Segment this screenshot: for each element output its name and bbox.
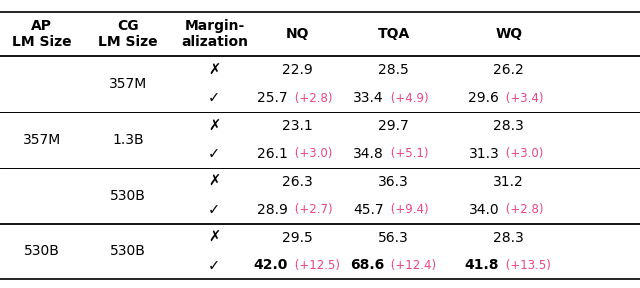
Text: (+5.1): (+5.1) [387,147,428,160]
Text: NQ: NQ [286,27,309,41]
Text: ✗: ✗ [208,230,221,245]
Text: 28.9: 28.9 [257,203,288,217]
Text: 28.3: 28.3 [493,119,524,133]
Text: 28.3: 28.3 [493,230,524,245]
Text: 41.8: 41.8 [465,258,499,272]
Text: 45.7: 45.7 [353,203,384,217]
Text: (+12.4): (+12.4) [387,259,436,272]
Text: AP
LM Size: AP LM Size [12,19,72,49]
Text: (+12.5): (+12.5) [291,259,340,272]
Text: 530B: 530B [110,189,146,203]
Text: 29.7: 29.7 [378,119,409,133]
Text: ✗: ✗ [208,174,221,189]
Text: 28.5: 28.5 [378,63,409,77]
Text: ✗: ✗ [208,62,221,77]
Text: ✓: ✓ [208,146,221,161]
Text: 36.3: 36.3 [378,175,409,189]
Text: (+13.5): (+13.5) [502,259,550,272]
Text: (+2.8): (+2.8) [502,203,543,216]
Text: 33.4: 33.4 [353,91,384,105]
Text: 23.1: 23.1 [282,119,313,133]
Text: 26.3: 26.3 [282,175,313,189]
Text: (+3.4): (+3.4) [502,92,543,105]
Text: 34.0: 34.0 [468,203,499,217]
Text: 31.3: 31.3 [468,147,499,161]
Text: Margin-
alization: Margin- alization [181,19,248,49]
Text: (+2.7): (+2.7) [291,203,332,216]
Text: 530B: 530B [24,245,60,258]
Text: ✓: ✓ [208,90,221,105]
Text: TQA: TQA [378,27,410,41]
Text: 1.3B: 1.3B [112,133,144,147]
Text: 22.9: 22.9 [282,63,313,77]
Text: 68.6: 68.6 [349,258,384,272]
Text: 26.1: 26.1 [257,147,288,161]
Text: 357M: 357M [22,133,61,147]
Text: WQ: WQ [495,27,522,41]
Text: 31.2: 31.2 [493,175,524,189]
Text: ✓: ✓ [208,202,221,217]
Text: 42.0: 42.0 [253,258,288,272]
Text: 530B: 530B [110,245,146,258]
Text: 25.7: 25.7 [257,91,288,105]
Text: (+3.0): (+3.0) [291,147,332,160]
Text: 29.6: 29.6 [468,91,499,105]
Text: ✓: ✓ [208,258,221,273]
Text: (+4.9): (+4.9) [387,92,428,105]
Text: 29.5: 29.5 [282,230,313,245]
Text: CG
LM Size: CG LM Size [98,19,158,49]
Text: 357M: 357M [109,77,147,91]
Text: ✗: ✗ [208,118,221,133]
Text: 34.8: 34.8 [353,147,384,161]
Text: (+2.8): (+2.8) [291,92,332,105]
Text: 56.3: 56.3 [378,230,409,245]
Text: 26.2: 26.2 [493,63,524,77]
Text: (+9.4): (+9.4) [387,203,428,216]
Text: (+3.0): (+3.0) [502,147,543,160]
